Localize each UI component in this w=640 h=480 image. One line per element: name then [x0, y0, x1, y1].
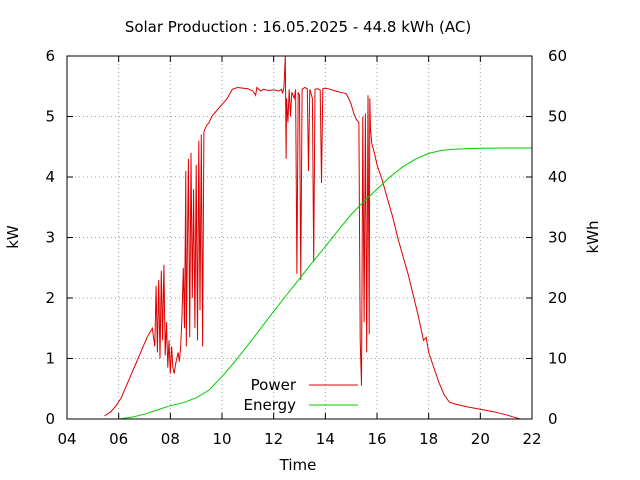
- y2-tick-label: 20: [548, 289, 567, 307]
- series-line-energy: [118, 147, 532, 420]
- y-tick-label: 2: [45, 289, 55, 307]
- y-tick-label: 0: [45, 410, 55, 428]
- y2-tick-label: 0: [548, 410, 558, 428]
- y2-tick-label: 30: [548, 229, 567, 247]
- series-layer: [104, 55, 532, 420]
- x-tick-label: 08: [161, 430, 180, 448]
- x-tick-label: 12: [264, 430, 283, 448]
- legend: Power Energy: [243, 376, 358, 414]
- y2-tick-label: 50: [548, 108, 567, 126]
- x-tick-label: 14: [316, 430, 335, 448]
- x-tick-label: 20: [471, 430, 490, 448]
- y-tick-label: 5: [45, 108, 55, 126]
- x-tick-label: 10: [212, 430, 231, 448]
- y-tick-label: 4: [45, 168, 55, 186]
- chart-title: Solar Production : 16.05.2025 - 44.8 kWh…: [125, 18, 471, 36]
- x-tick-label: 04: [57, 430, 76, 448]
- y2-tick-label: 60: [548, 47, 567, 65]
- legend-label-power: Power: [251, 376, 297, 394]
- series-line-power: [104, 55, 521, 420]
- y-axis-label: kW: [4, 225, 22, 249]
- x-tick-label: 22: [522, 430, 541, 448]
- x-tick-label: 06: [109, 430, 128, 448]
- y2-tick-label: 40: [548, 168, 567, 186]
- x-axis-label: Time: [279, 456, 317, 474]
- y-tick-label: 6: [45, 47, 55, 65]
- y-tick-label: 3: [45, 229, 55, 247]
- x-tick-label: 18: [419, 430, 438, 448]
- x-tick-label: 16: [367, 430, 386, 448]
- legend-label-energy: Energy: [243, 396, 296, 414]
- y-tick-label: 1: [45, 350, 55, 368]
- y2-tick-label: 10: [548, 350, 567, 368]
- y2-axis-label: kWh: [584, 220, 602, 253]
